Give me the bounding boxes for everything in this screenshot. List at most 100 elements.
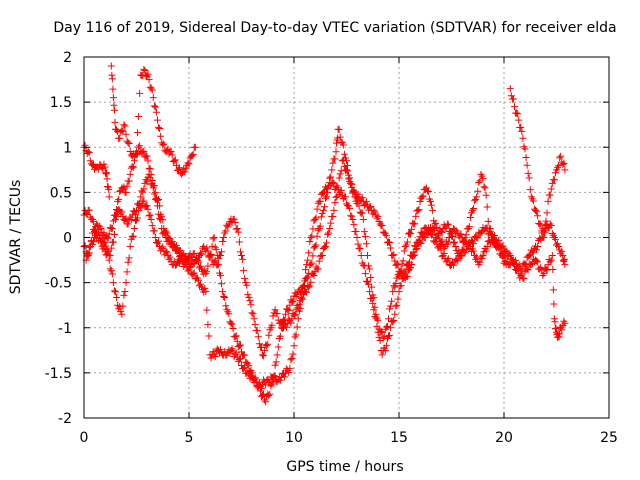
- data-point: [277, 319, 285, 327]
- data-point: [244, 290, 252, 298]
- data-point: [162, 247, 170, 255]
- data-point: [157, 216, 165, 224]
- data-point: [140, 65, 148, 73]
- data-point: [85, 149, 93, 157]
- data-point: [116, 188, 124, 196]
- data-point: [103, 234, 111, 241]
- data-point: [392, 279, 400, 287]
- data-point: [228, 320, 236, 328]
- data-point: [263, 342, 271, 350]
- data-point: [106, 265, 114, 273]
- data-point: [136, 142, 144, 150]
- y-tick-label: 1.5: [50, 95, 72, 111]
- data-point: [419, 192, 427, 200]
- data-point: [277, 373, 285, 381]
- data-point: [466, 213, 474, 221]
- data-point: [336, 133, 344, 141]
- data-point: [369, 299, 377, 307]
- data-point: [501, 254, 509, 262]
- y-tick-label: -2: [58, 411, 72, 427]
- x-tick-label: 0: [80, 430, 89, 446]
- data-point: [311, 215, 319, 223]
- data-point: [558, 326, 566, 334]
- data-point: [349, 215, 357, 223]
- data-point: [366, 288, 374, 296]
- data-point: [259, 351, 266, 359]
- data-point: [560, 160, 568, 168]
- data-point: [332, 148, 340, 156]
- data-point: [319, 206, 327, 214]
- data-point: [86, 157, 94, 165]
- data-point: [84, 148, 92, 156]
- data-point: [509, 256, 517, 264]
- data-point: [163, 248, 171, 256]
- data-point: [333, 192, 341, 200]
- data-point: [534, 243, 542, 251]
- data-point: [401, 243, 409, 251]
- data-point: [310, 272, 318, 280]
- data-point: [541, 229, 549, 237]
- data-point: [189, 260, 197, 268]
- data-point: [108, 71, 116, 79]
- data-point: [208, 242, 216, 250]
- data-point: [236, 248, 244, 256]
- data-point: [533, 207, 541, 215]
- data-point: [316, 197, 324, 205]
- data-point: [539, 271, 547, 279]
- data-point: [362, 198, 370, 206]
- data-point: [222, 302, 230, 310]
- data-point: [105, 256, 113, 264]
- data-point: [236, 341, 244, 349]
- data-point: [385, 332, 392, 340]
- data-point: [283, 323, 291, 331]
- data-point: [118, 208, 126, 216]
- data-point: [435, 243, 443, 251]
- data-point: [407, 264, 415, 272]
- data-point: [482, 247, 490, 255]
- data-point: [364, 252, 371, 260]
- data-point: [209, 348, 217, 356]
- data-point: [136, 89, 144, 97]
- data-point: [194, 276, 202, 284]
- data-point: [318, 209, 326, 217]
- data-point: [555, 243, 563, 251]
- data-point: [368, 294, 376, 302]
- data-point: [433, 238, 441, 246]
- data-point: [416, 197, 424, 205]
- data-point: [235, 342, 243, 350]
- data-point: [318, 252, 326, 260]
- data-point: [137, 193, 145, 201]
- data-point: [540, 270, 548, 278]
- data-point: [371, 312, 379, 320]
- data-point: [544, 197, 552, 205]
- data-point: [104, 234, 112, 242]
- data-point: [314, 226, 322, 234]
- data-point: [436, 242, 444, 250]
- data-point: [240, 267, 248, 275]
- y-tick-label: -0.5: [45, 276, 72, 292]
- data-point: [390, 316, 398, 324]
- data-point: [268, 321, 276, 329]
- data-point: [329, 178, 337, 186]
- data-point: [150, 102, 158, 110]
- data-point: [383, 322, 391, 330]
- data-point: [193, 257, 201, 265]
- data-point: [101, 238, 109, 246]
- data-point: [534, 212, 542, 220]
- data-point: [276, 376, 284, 384]
- data-point: [322, 243, 329, 251]
- data-point: [358, 194, 366, 202]
- data-point: [408, 261, 416, 269]
- data-point: [213, 261, 221, 269]
- data-point: [454, 229, 462, 237]
- data-point: [159, 243, 167, 251]
- data-point: [397, 282, 405, 290]
- data-point: [438, 229, 446, 237]
- data-point: [393, 301, 401, 309]
- data-point: [116, 134, 124, 142]
- data-point: [559, 256, 567, 264]
- data-point: [523, 161, 531, 169]
- data-point: [190, 250, 198, 258]
- data-point: [119, 302, 127, 310]
- data-point: [475, 178, 483, 186]
